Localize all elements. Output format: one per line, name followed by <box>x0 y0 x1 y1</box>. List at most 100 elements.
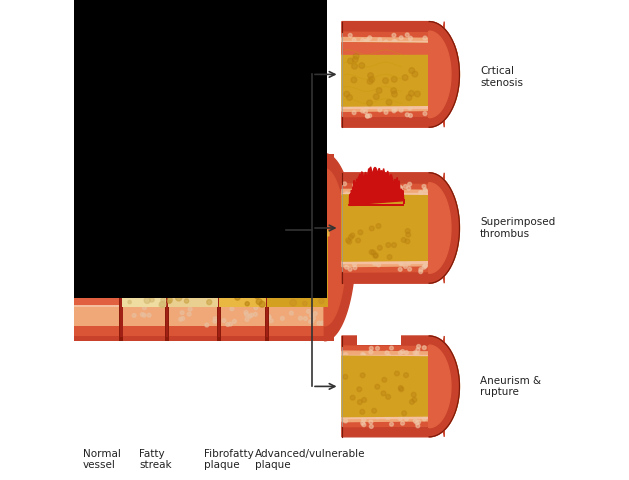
Circle shape <box>392 91 398 97</box>
Circle shape <box>343 353 348 357</box>
Circle shape <box>389 346 393 350</box>
Circle shape <box>401 421 404 425</box>
Circle shape <box>213 319 217 323</box>
Circle shape <box>140 312 144 316</box>
Circle shape <box>419 191 423 195</box>
Circle shape <box>412 397 417 402</box>
Circle shape <box>387 255 392 260</box>
Bar <box>74 0 326 298</box>
Bar <box>122 297 166 307</box>
Circle shape <box>369 350 373 354</box>
Circle shape <box>222 282 227 286</box>
Circle shape <box>353 53 359 59</box>
Circle shape <box>345 265 348 269</box>
Circle shape <box>350 395 355 400</box>
Circle shape <box>404 264 408 268</box>
Polygon shape <box>342 427 447 437</box>
Circle shape <box>290 300 296 306</box>
Circle shape <box>230 307 234 311</box>
Circle shape <box>296 241 302 247</box>
Circle shape <box>181 317 185 321</box>
Circle shape <box>348 235 353 240</box>
Polygon shape <box>342 22 447 32</box>
Circle shape <box>386 99 392 105</box>
Circle shape <box>227 266 232 271</box>
Circle shape <box>404 417 408 421</box>
Circle shape <box>365 105 369 109</box>
Polygon shape <box>342 421 451 427</box>
Circle shape <box>419 270 423 274</box>
Circle shape <box>253 312 257 316</box>
Bar <box>74 307 334 326</box>
Circle shape <box>353 191 357 195</box>
Circle shape <box>412 71 418 77</box>
Circle shape <box>387 354 391 358</box>
Polygon shape <box>342 117 447 127</box>
Bar <box>74 154 334 341</box>
Circle shape <box>357 400 362 405</box>
Circle shape <box>240 277 245 282</box>
Circle shape <box>310 271 315 276</box>
Circle shape <box>353 266 357 270</box>
Circle shape <box>245 312 248 316</box>
Circle shape <box>368 72 374 78</box>
Circle shape <box>211 286 215 290</box>
Circle shape <box>233 284 238 289</box>
Circle shape <box>273 283 277 288</box>
Circle shape <box>238 270 242 275</box>
Polygon shape <box>342 261 441 263</box>
Circle shape <box>376 224 381 228</box>
Circle shape <box>348 58 353 64</box>
Circle shape <box>398 267 402 271</box>
Circle shape <box>347 240 352 244</box>
Circle shape <box>305 239 311 245</box>
Circle shape <box>404 184 408 188</box>
Polygon shape <box>342 272 447 283</box>
Bar <box>74 225 334 227</box>
Circle shape <box>168 300 171 303</box>
Circle shape <box>309 255 314 261</box>
Polygon shape <box>342 417 454 421</box>
Circle shape <box>143 306 147 310</box>
Circle shape <box>303 301 307 306</box>
Circle shape <box>372 262 377 265</box>
Circle shape <box>256 299 262 304</box>
Text: Superimposed
thrombus: Superimposed thrombus <box>480 217 555 239</box>
Circle shape <box>398 417 403 420</box>
Circle shape <box>283 260 290 267</box>
Circle shape <box>369 76 375 82</box>
Circle shape <box>373 253 378 258</box>
Circle shape <box>220 269 226 275</box>
Polygon shape <box>342 43 459 106</box>
Circle shape <box>226 323 230 326</box>
Circle shape <box>352 57 358 62</box>
Polygon shape <box>342 43 457 54</box>
Circle shape <box>205 323 209 327</box>
Circle shape <box>399 387 404 392</box>
Circle shape <box>368 36 372 40</box>
Circle shape <box>423 188 427 192</box>
Circle shape <box>343 182 347 186</box>
Circle shape <box>144 297 150 303</box>
Circle shape <box>422 417 426 421</box>
Circle shape <box>235 295 240 300</box>
Circle shape <box>267 315 271 319</box>
Polygon shape <box>342 346 451 351</box>
Circle shape <box>377 263 381 267</box>
Circle shape <box>423 264 427 268</box>
Circle shape <box>382 78 388 84</box>
Circle shape <box>255 270 259 275</box>
Circle shape <box>408 182 411 186</box>
Circle shape <box>343 260 347 264</box>
Circle shape <box>376 415 379 419</box>
Circle shape <box>271 234 277 240</box>
Circle shape <box>358 230 363 235</box>
Polygon shape <box>342 351 454 356</box>
Circle shape <box>257 288 262 293</box>
Circle shape <box>302 287 306 291</box>
Circle shape <box>313 312 317 315</box>
Circle shape <box>348 104 352 108</box>
Circle shape <box>167 298 172 303</box>
Circle shape <box>416 348 420 352</box>
Polygon shape <box>342 190 454 195</box>
